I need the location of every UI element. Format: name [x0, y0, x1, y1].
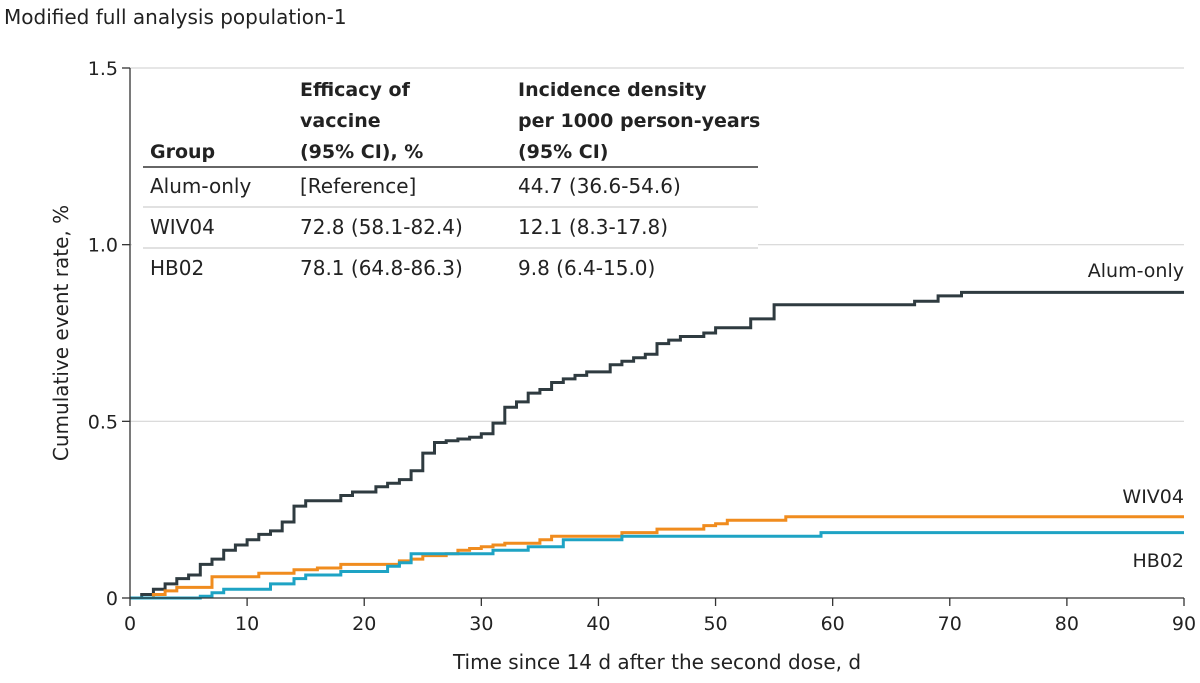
table-cell-1-2: 12.1 (8.3-17.8) [518, 215, 668, 239]
x-tick-label-0: 0 [124, 613, 136, 635]
series-label-wiv04: WIV04 [1122, 486, 1184, 508]
table-cell-2-0: HB02 [150, 256, 204, 280]
inset-table-background [132, 70, 758, 282]
series-label-alum-only: Alum-only [1088, 260, 1184, 282]
table-cell-1-0: WIV04 [150, 215, 215, 239]
table-header-1-line-0: Efficacy of [300, 79, 411, 101]
table-cell-1-1: 72.8 (58.1-82.4) [300, 215, 463, 239]
table-cell-0-1: [Reference] [300, 174, 416, 198]
y-axis-title: Cumulative event rate, % [49, 205, 73, 461]
series-labels: Alum-only WIV04 HB02 [1088, 260, 1184, 572]
table-cell-2-1: 78.1 (64.8-86.3) [300, 256, 463, 280]
table-cell-0-2: 44.7 (36.6-54.6) [518, 174, 681, 198]
x-tick-label-7: 70 [938, 613, 962, 635]
table-cell-0-0: Alum-only [150, 174, 251, 198]
x-tick-label-4: 40 [586, 613, 610, 635]
table-header-0-line-0: Group [150, 141, 215, 163]
x-tick-label-9: 90 [1172, 613, 1196, 635]
x-tick-label-8: 80 [1055, 613, 1079, 635]
x-tick-label-5: 50 [703, 613, 727, 635]
y-tick-label-2: 1.0 [88, 235, 118, 257]
x-tick-label-6: 60 [821, 613, 845, 635]
inset-table: Group Efficacy of vaccine (95% CI), % Incide… [132, 70, 760, 282]
y-tick-label-0: 0 [106, 588, 118, 610]
table-header-2-line-1: per 1000 person-years [518, 110, 760, 132]
series-label-hb02: HB02 [1133, 550, 1185, 572]
x-axis-title: Time since 14 d after the second dose, d [452, 650, 861, 674]
table-header-1-line-1: vaccine [300, 110, 381, 132]
x-tick-label-1: 10 [235, 613, 259, 635]
table-header-2-line-0: Incidence density [518, 79, 707, 101]
table-cell-2-2: 9.8 (6.4-15.0) [518, 256, 655, 280]
series-line-wiv04 [130, 515, 1184, 600]
table-header-2-line-2: (95% CI) [518, 141, 608, 163]
series-line-hb02 [130, 531, 1184, 600]
y-tick-label-3: 1.5 [88, 58, 118, 80]
table-header-1-line-2: (95% CI), % [300, 141, 423, 163]
series-lines [130, 290, 1184, 600]
series-line-alum-only [130, 290, 1184, 600]
y-tick-label-1: 0.5 [88, 411, 118, 433]
page-title: Modified full analysis population-1 [4, 5, 347, 29]
x-tick-label-2: 20 [352, 613, 376, 635]
x-tick-label-3: 30 [469, 613, 493, 635]
axes: 0 0.5 1.0 1.5 0 10 20 30 40 50 60 70 80 90 Time since … [49, 58, 1196, 674]
